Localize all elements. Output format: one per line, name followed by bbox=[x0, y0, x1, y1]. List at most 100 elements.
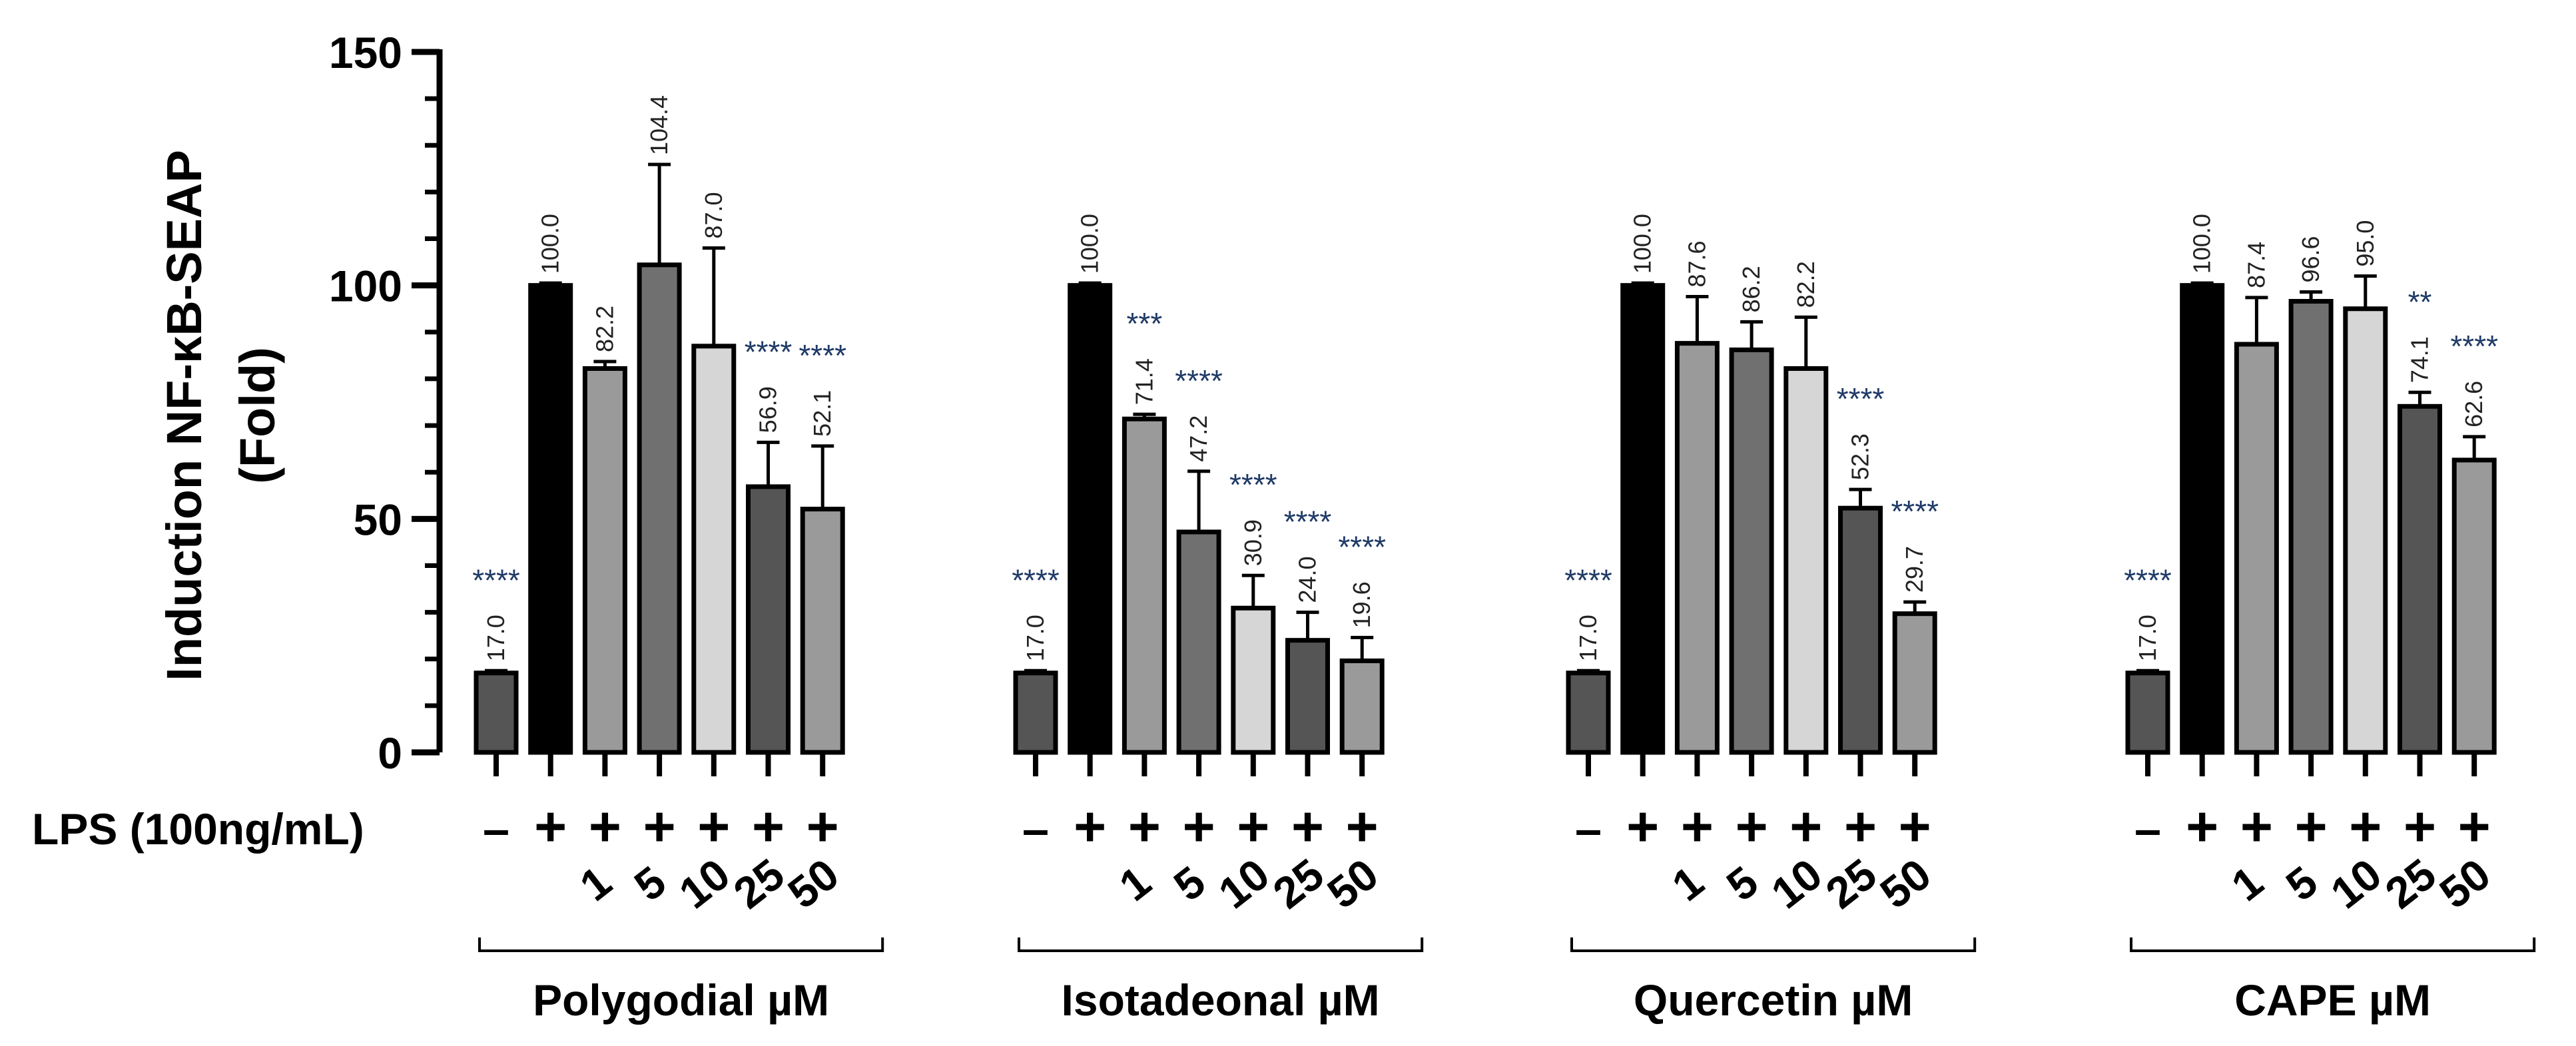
bar bbox=[1231, 605, 1276, 755]
data-label: 62.6 bbox=[2460, 381, 2487, 427]
lps-sign: + bbox=[697, 795, 730, 858]
bar bbox=[691, 344, 737, 755]
significance-label: ** bbox=[2408, 284, 2432, 319]
concentration-label: 1 bbox=[1110, 856, 1159, 910]
bar bbox=[1566, 670, 1611, 755]
concentration-label: 1 bbox=[2222, 856, 2272, 910]
significance-label: **** bbox=[472, 563, 520, 597]
y-title-line2: (Fold) bbox=[230, 347, 285, 483]
lps-sign: + bbox=[2349, 795, 2382, 858]
lps-sign: + bbox=[1291, 795, 1324, 858]
bar bbox=[1838, 505, 1883, 755]
significance-label: **** bbox=[1229, 467, 1277, 502]
y-tick-label: 0 bbox=[378, 728, 402, 778]
lps-sign: + bbox=[534, 795, 567, 858]
group-label: Polygodial µM bbox=[533, 975, 829, 1025]
lps-sign: + bbox=[1183, 795, 1215, 858]
concentration-label: 50 bbox=[779, 849, 847, 918]
lps-sign: + bbox=[1346, 795, 1379, 858]
bar bbox=[2125, 670, 2170, 755]
bar bbox=[1783, 366, 1829, 755]
group-label: CAPE µM bbox=[2234, 975, 2431, 1025]
significance-label: **** bbox=[1564, 563, 1612, 597]
bar bbox=[528, 283, 573, 755]
concentration-label: 1 bbox=[1663, 856, 1712, 910]
bar bbox=[746, 484, 791, 755]
lps-sign: – bbox=[483, 803, 509, 856]
lps-sign: + bbox=[1128, 795, 1161, 858]
data-label: 100.0 bbox=[537, 214, 564, 274]
significance-label: **** bbox=[1012, 563, 1060, 597]
concentration-label: 5 bbox=[2277, 856, 2326, 910]
bar bbox=[2451, 457, 2497, 755]
data-label: 17.0 bbox=[1022, 615, 1049, 661]
bar bbox=[2234, 342, 2279, 755]
data-label: 100.0 bbox=[2188, 214, 2216, 274]
group-label: Quercetin µM bbox=[1634, 975, 1913, 1025]
bar bbox=[2180, 283, 2225, 755]
bar bbox=[1285, 638, 1330, 755]
lps-sign: + bbox=[1237, 795, 1269, 858]
lps-sign: + bbox=[806, 795, 839, 858]
significance-label: **** bbox=[1338, 529, 1386, 564]
data-label: 74.1 bbox=[2406, 336, 2433, 383]
lps-sign: + bbox=[1074, 795, 1106, 858]
significance-label: **** bbox=[799, 338, 846, 373]
data-label: 52.3 bbox=[1847, 433, 1874, 480]
y-tick-label: 150 bbox=[329, 28, 402, 77]
lps-sign: + bbox=[2186, 795, 2218, 858]
data-label: 56.9 bbox=[755, 386, 782, 433]
data-label: 87.6 bbox=[1683, 240, 1710, 287]
data-label: 52.1 bbox=[808, 390, 836, 437]
lps-sign: + bbox=[1681, 795, 1714, 858]
significance-label: **** bbox=[2124, 563, 2172, 597]
data-label: 100.0 bbox=[1076, 214, 1104, 274]
significance-label: **** bbox=[1175, 364, 1223, 398]
group-bracket bbox=[478, 937, 884, 952]
bar bbox=[1892, 611, 1937, 755]
data-label: 87.0 bbox=[700, 192, 727, 238]
bar bbox=[1339, 658, 1385, 755]
lps-sign: + bbox=[1789, 795, 1822, 858]
bar bbox=[1176, 529, 1221, 755]
lps-sign: + bbox=[2295, 795, 2328, 858]
bar bbox=[2288, 299, 2334, 755]
bar bbox=[1013, 670, 1058, 755]
significance-label: **** bbox=[1284, 505, 1332, 539]
data-label: 71.4 bbox=[1130, 358, 1157, 405]
significance-label: **** bbox=[745, 334, 793, 369]
bar-group: 17.0****100.071.4***147.2****530.9****10… bbox=[1012, 214, 1387, 918]
bar bbox=[1068, 283, 1113, 755]
bar bbox=[1122, 416, 1167, 755]
data-label: 17.0 bbox=[2134, 615, 2161, 661]
concentration-label: 5 bbox=[1165, 856, 1214, 910]
lps-sign: + bbox=[2404, 795, 2436, 858]
lps-sign: + bbox=[752, 795, 785, 858]
data-label: 17.0 bbox=[1574, 615, 1602, 661]
lps-sign: + bbox=[643, 795, 676, 858]
y-axis-title: Induction NF-κB-SEAP (Fold) bbox=[157, 150, 285, 681]
data-label: 82.2 bbox=[591, 306, 618, 352]
group-label: Isotadeonal µM bbox=[1062, 975, 1380, 1025]
bar bbox=[1620, 283, 1666, 755]
bar bbox=[2343, 306, 2388, 755]
y-tick-label: 50 bbox=[354, 495, 402, 544]
concentration-label: 50 bbox=[1318, 849, 1387, 918]
bar bbox=[2398, 403, 2442, 755]
group-bracket bbox=[1570, 937, 1977, 952]
y-axis: 0 50 100 150 bbox=[329, 28, 443, 778]
bar bbox=[474, 670, 519, 755]
significance-label: **** bbox=[1837, 382, 1885, 416]
data-label: 82.2 bbox=[1792, 261, 1819, 308]
lps-sign: + bbox=[2240, 795, 2273, 858]
data-label: 19.6 bbox=[1348, 581, 1375, 628]
lps-label: LPS (100ng/mL) bbox=[32, 804, 364, 854]
data-label: 30.9 bbox=[1239, 519, 1267, 566]
bar bbox=[582, 366, 627, 755]
y-tick-label: 100 bbox=[329, 262, 402, 311]
data-label: 95.0 bbox=[2352, 220, 2379, 267]
lps-sign: + bbox=[1899, 795, 1931, 858]
data-label: 86.2 bbox=[1738, 266, 1765, 312]
data-label: 104.4 bbox=[645, 95, 673, 155]
